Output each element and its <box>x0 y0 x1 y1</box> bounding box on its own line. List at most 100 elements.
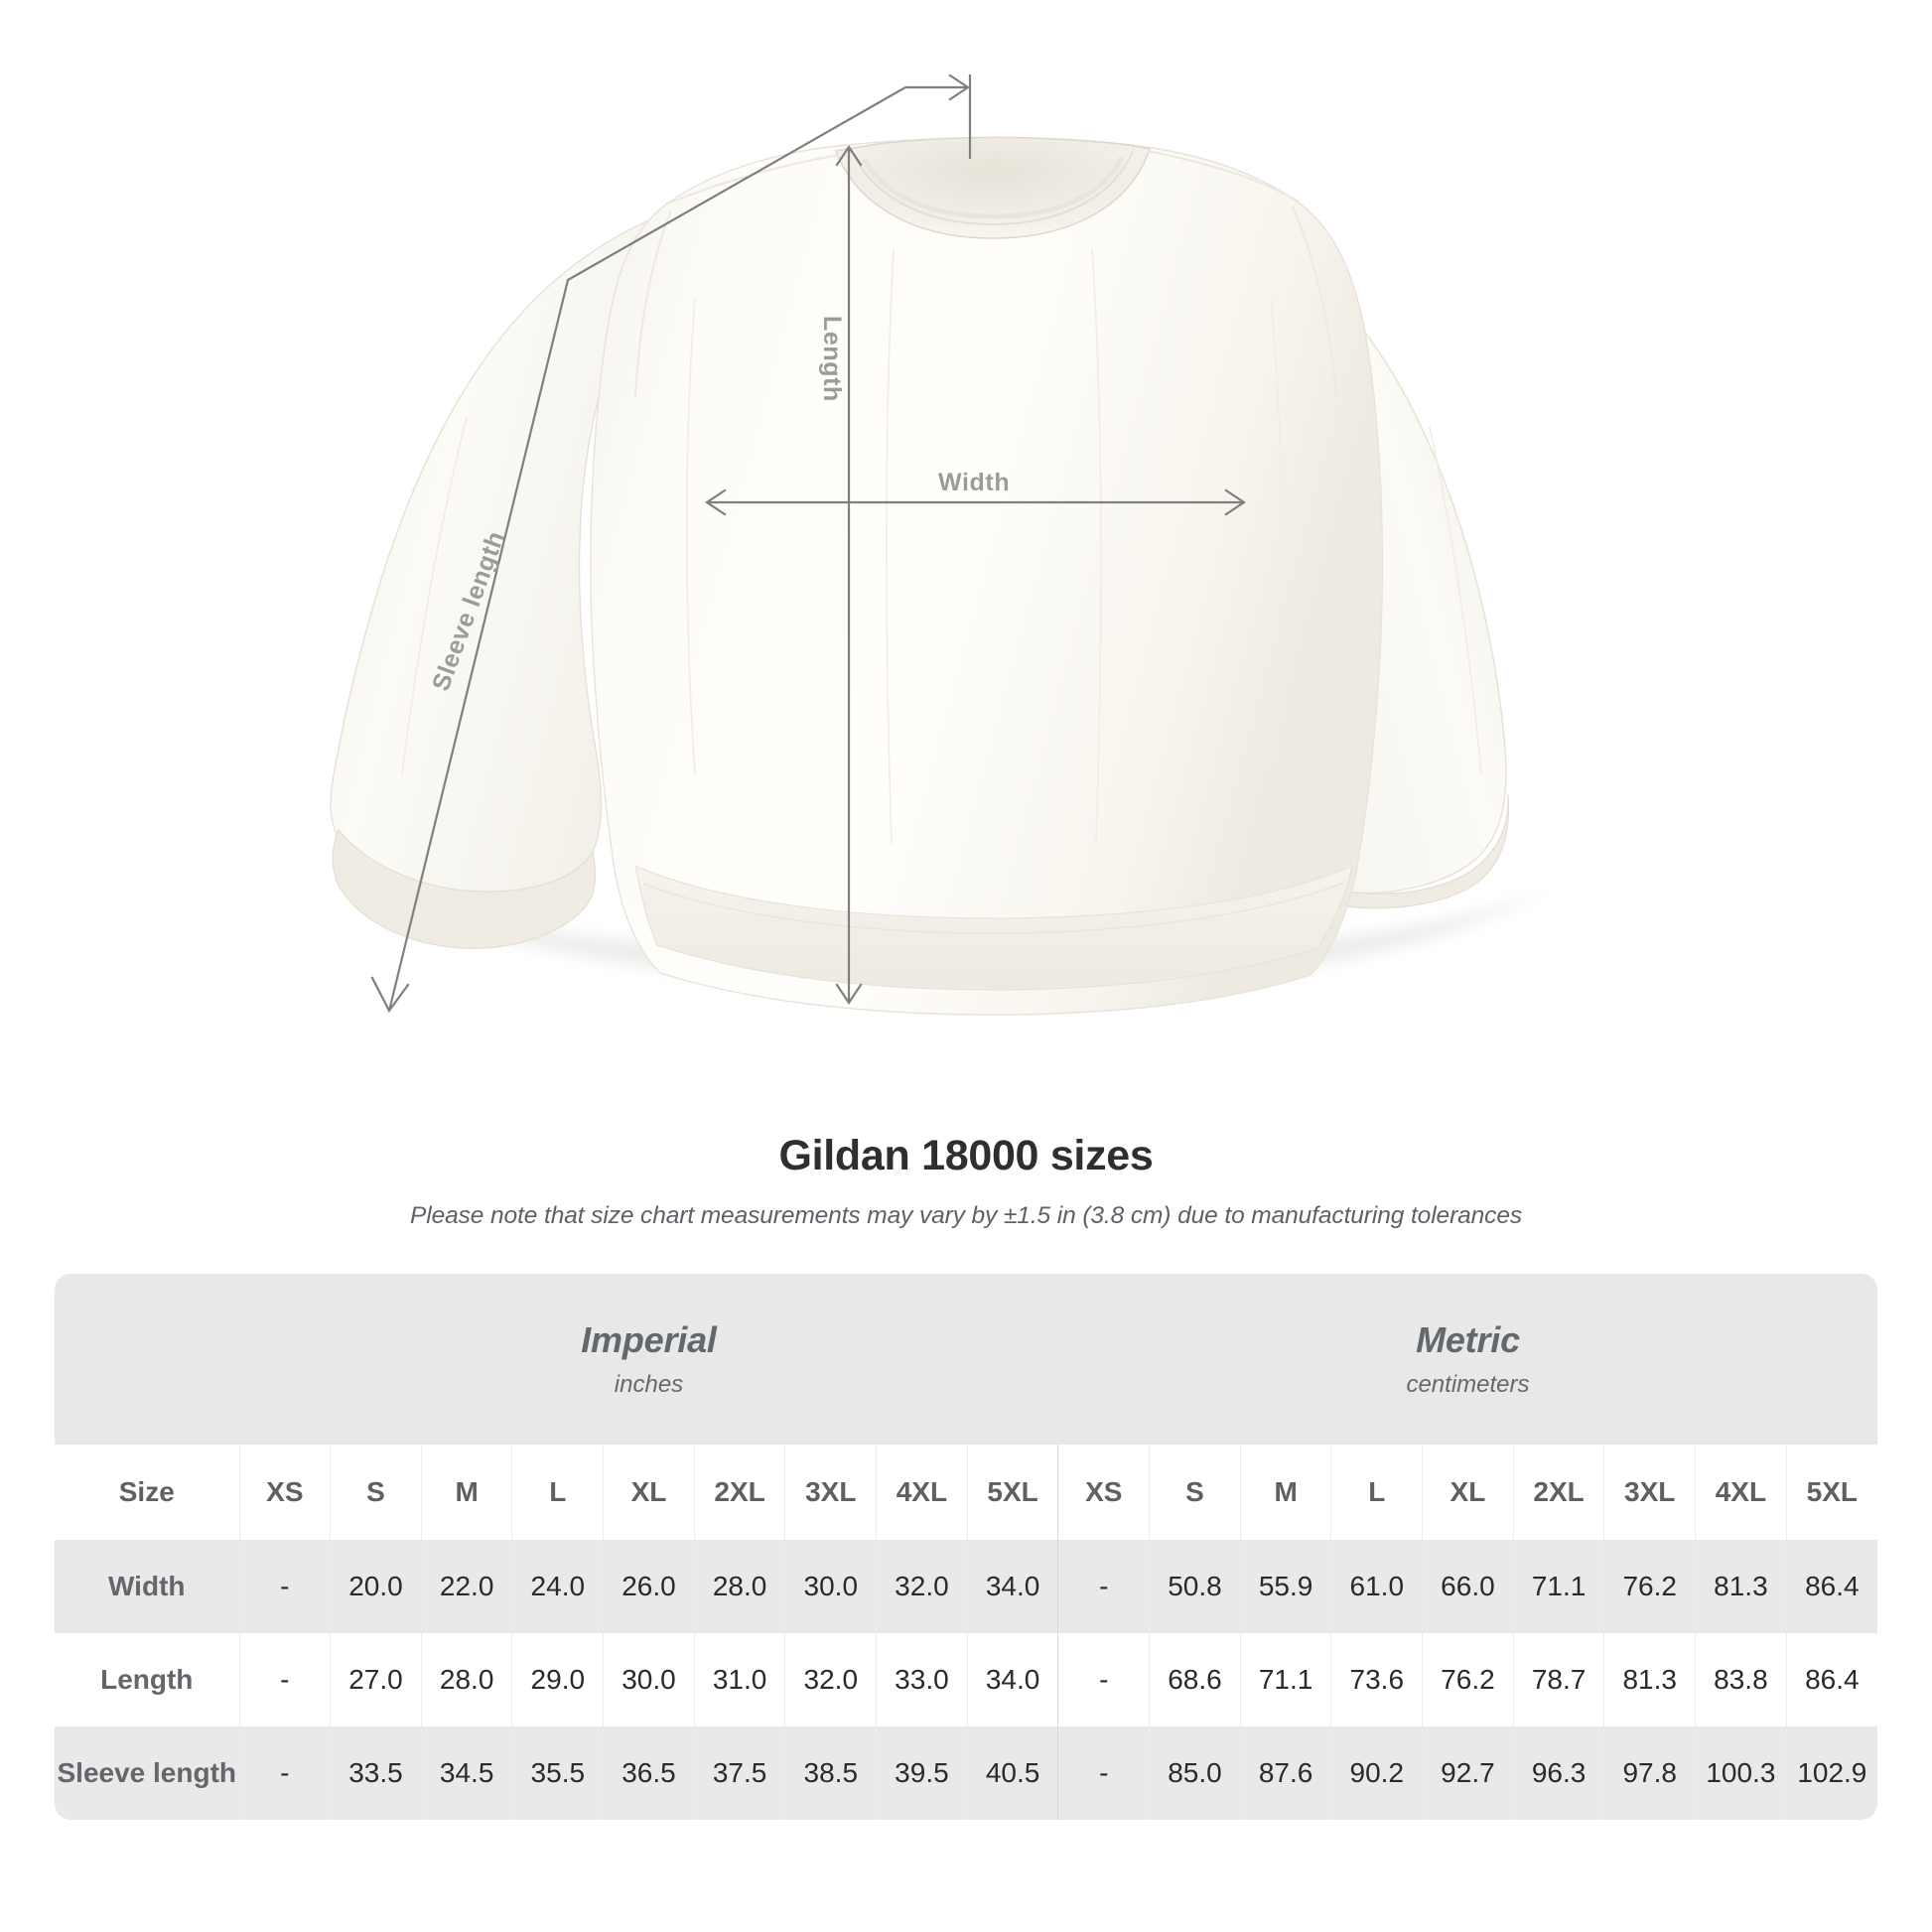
right-shoulder-seam <box>1147 150 1300 203</box>
cell-length-metric-l: 73.6 <box>1330 1633 1423 1726</box>
cell-length-metric-s: 68.6 <box>1149 1633 1241 1726</box>
size-header-label: Size <box>55 1445 239 1540</box>
tolerance-note: Please note that size chart measurements… <box>410 1202 1522 1229</box>
cell-width-metric-3xl: 76.2 <box>1603 1540 1696 1633</box>
cell-width-imperial-2xl: 28.0 <box>693 1540 785 1633</box>
cell-length-imperial-s: 27.0 <box>330 1633 422 1726</box>
cell-sleeve-length-metric-s: 85.0 <box>1149 1726 1241 1820</box>
size-header-metric-2xl: 2XL <box>1512 1445 1604 1540</box>
cell-width-imperial-xl: 26.0 <box>603 1540 695 1633</box>
cell-width-metric-5xl: 86.4 <box>1785 1540 1877 1633</box>
cell-width-imperial-m: 22.0 <box>420 1540 512 1633</box>
cell-sleeve-length-metric-l: 90.2 <box>1330 1726 1423 1820</box>
size-header-metric-xs: XS <box>1057 1445 1150 1540</box>
cell-length-metric-xs: - <box>1057 1633 1150 1726</box>
row-label-length: Length <box>55 1633 239 1726</box>
size-header-imperial-m: M <box>420 1445 512 1540</box>
size-header-metric-s: S <box>1149 1445 1241 1540</box>
cell-length-imperial-l: 29.0 <box>511 1633 604 1726</box>
size-header-imperial-5xl: 5XL <box>966 1445 1058 1540</box>
sleeve-arrow-end <box>370 976 410 1014</box>
cell-width-metric-xs: - <box>1057 1540 1150 1633</box>
cell-length-imperial-3xl: 32.0 <box>784 1633 877 1726</box>
unit-header-imperial: Imperial inches <box>239 1274 1058 1445</box>
page-title: Gildan 18000 sizes <box>778 1132 1154 1179</box>
cell-sleeve-length-imperial-xs: - <box>238 1726 331 1820</box>
size-header-imperial-s: S <box>330 1445 422 1540</box>
cell-length-imperial-4xl: 33.0 <box>876 1633 968 1726</box>
cell-width-imperial-s: 20.0 <box>330 1540 422 1633</box>
size-header-imperial-xl: XL <box>603 1445 695 1540</box>
sweatshirt-illustration <box>330 73 1549 1016</box>
table-row: Sleeve length -33.5 34.5 35.5 36.5 37.5 38.5 39… <box>55 1726 1877 1820</box>
cell-width-metric-s: 50.8 <box>1149 1540 1241 1633</box>
cell-length-metric-3xl: 81.3 <box>1603 1633 1696 1726</box>
table-row: Width -20.0 22.0 24.0 26.0 28.0 30.0 32.0 34.0-5… <box>55 1540 1877 1633</box>
cell-length-metric-m: 71.1 <box>1239 1633 1331 1726</box>
cell-sleeve-length-metric-m: 87.6 <box>1239 1726 1331 1820</box>
size-header-metric-3xl: 3XL <box>1603 1445 1696 1540</box>
cell-sleeve-length-imperial-m: 34.5 <box>420 1726 512 1820</box>
cell-sleeve-length-imperial-l: 35.5 <box>511 1726 604 1820</box>
cell-sleeve-length-imperial-3xl: 38.5 <box>784 1726 877 1820</box>
table-row: Length -27.0 28.0 29.0 30.0 31.0 32.0 33.0 34.0-… <box>55 1633 1877 1726</box>
size-header-row: Size XS S M L XL 2XL 3XL 4XL 5XL XS S M L XL 2XL 3XL 4XL 5… <box>55 1445 1877 1540</box>
cell-length-metric-xl: 76.2 <box>1422 1633 1514 1726</box>
bottom-hem <box>634 865 1353 991</box>
cell-sleeve-length-metric-2xl: 96.3 <box>1512 1726 1604 1820</box>
unit-name: Metric <box>1416 1319 1520 1360</box>
measurement-guides <box>370 73 1246 1014</box>
unit-name: Imperial <box>581 1319 717 1360</box>
cell-width-metric-4xl: 81.3 <box>1695 1540 1787 1633</box>
cell-sleeve-length-metric-5xl: 102.9 <box>1785 1726 1877 1820</box>
sleeve-guide-line <box>387 86 906 1012</box>
size-header-metric-m: M <box>1239 1445 1331 1540</box>
cell-length-imperial-xl: 30.0 <box>603 1633 695 1726</box>
cell-width-metric-2xl: 71.1 <box>1512 1540 1604 1633</box>
length-label: Length <box>818 316 846 402</box>
cell-length-metric-4xl: 83.8 <box>1695 1633 1787 1726</box>
unit-header-row: Imperial inches Metric centimeters <box>55 1274 1877 1445</box>
garment-diagram: Length Width Sleeve length <box>330 73 1549 1016</box>
fabric-folds <box>401 247 1482 845</box>
sweatshirt-body <box>590 137 1384 1016</box>
length-arrow-top <box>835 145 863 167</box>
width-arrow-left <box>705 488 727 516</box>
left-armhole-seam <box>634 209 672 398</box>
length-arrow-bottom <box>835 983 863 1005</box>
size-header-imperial-xs: XS <box>238 1445 331 1540</box>
width-label: Width <box>938 469 1011 496</box>
cell-width-imperial-xs: - <box>238 1540 331 1633</box>
cell-width-imperial-l: 24.0 <box>511 1540 604 1633</box>
cell-sleeve-length-metric-4xl: 100.3 <box>1695 1726 1787 1820</box>
collar-outer <box>834 136 1151 239</box>
cell-sleeve-length-imperial-2xl: 37.5 <box>693 1726 785 1820</box>
cell-sleeve-length-imperial-4xl: 39.5 <box>876 1726 968 1820</box>
title-block: Gildan 18000 sizes Please note that size… <box>0 1132 1932 1230</box>
size-header-metric-xl: XL <box>1422 1445 1514 1540</box>
cell-width-imperial-3xl: 30.0 <box>784 1540 877 1633</box>
size-chart-table: Imperial inches Metric centimeters Size XS S M L… <box>55 1274 1877 1820</box>
cell-sleeve-length-metric-3xl: 97.8 <box>1603 1726 1696 1820</box>
cell-length-metric-2xl: 78.7 <box>1512 1633 1604 1726</box>
cell-sleeve-length-metric-xs: - <box>1057 1726 1150 1820</box>
cell-sleeve-length-imperial-xl: 36.5 <box>603 1726 695 1820</box>
unit-header-spacer <box>55 1274 239 1445</box>
cell-sleeve-length-imperial-5xl: 40.5 <box>966 1726 1058 1820</box>
size-header-imperial-l: L <box>511 1445 604 1540</box>
size-header-metric-4xl: 4XL <box>1695 1445 1787 1540</box>
size-header-imperial-3xl: 3XL <box>784 1445 877 1540</box>
cell-length-imperial-xs: - <box>238 1633 331 1726</box>
row-label-width: Width <box>55 1540 239 1633</box>
unit-subtitle: inches <box>614 1371 684 1398</box>
cell-length-metric-5xl: 86.4 <box>1785 1633 1877 1726</box>
cell-width-metric-l: 61.0 <box>1330 1540 1423 1633</box>
cell-width-metric-xl: 66.0 <box>1422 1540 1514 1633</box>
size-header-imperial-4xl: 4XL <box>876 1445 968 1540</box>
left-cuff <box>332 828 596 949</box>
row-label-sleeve-length: Sleeve length <box>55 1726 239 1820</box>
cell-sleeve-length-metric-xl: 92.7 <box>1422 1726 1514 1820</box>
width-arrow-right <box>1224 488 1246 516</box>
size-header-metric-l: L <box>1330 1445 1423 1540</box>
cell-length-imperial-2xl: 31.0 <box>693 1633 785 1726</box>
